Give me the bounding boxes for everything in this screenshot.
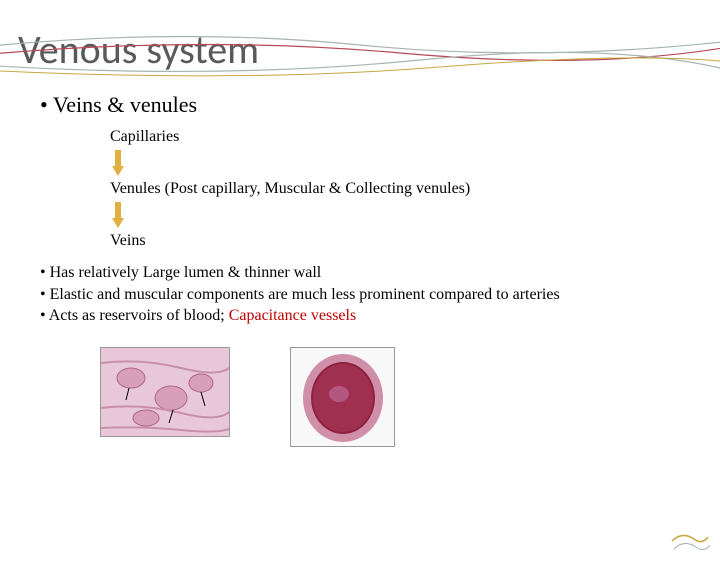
description-block: Has relatively Large lumen & thinner wal… (40, 262, 690, 327)
flow-arrow-icon (112, 150, 690, 176)
flow-step-3: Veins (110, 232, 690, 250)
description-line-3: Acts as reservoirs of blood; Capacitance… (40, 305, 690, 327)
histology-image-1 (100, 347, 230, 437)
corner-accent-icon (670, 529, 710, 557)
highlight-term: Capacitance vessels (229, 307, 357, 324)
description-line-1: Has relatively Large lumen & thinner wal… (40, 262, 690, 284)
slide-title: Venous system (18, 25, 720, 74)
histology-image-2 (290, 347, 395, 447)
flow-step-1: Capillaries (110, 128, 690, 146)
slide-content: Veins & venules Capillaries Venules (Pos… (40, 92, 690, 447)
description-prefix: Acts as reservoirs of blood; (40, 307, 229, 324)
description-line-2: Elastic and muscular components are much… (40, 284, 690, 306)
flow-step-2: Venules (Post capillary, Muscular & Coll… (110, 180, 690, 198)
flow-arrow-icon (112, 202, 690, 228)
image-row (100, 347, 690, 447)
main-bullet: Veins & venules (40, 92, 690, 118)
